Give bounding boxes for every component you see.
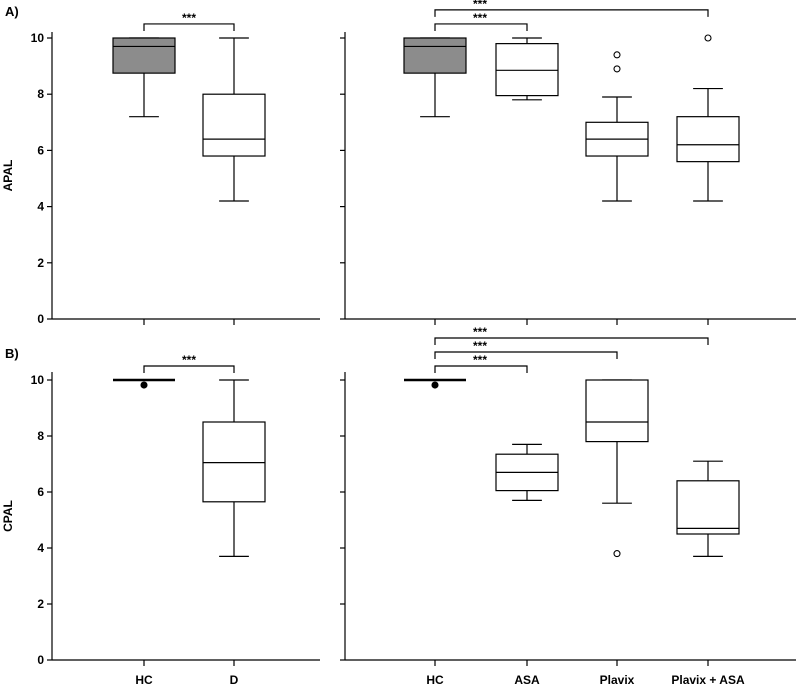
- outlier-point: [140, 381, 148, 389]
- significance-label: ***: [473, 353, 487, 367]
- box-iqr: [403, 37, 467, 74]
- box-plavix-asa: [676, 34, 740, 202]
- panel-b: B) CPAL 0 2 4 6 8 10 HC D *** HC ASA Plavix Plavix + A…: [1, 325, 796, 687]
- box-d: [202, 37, 266, 202]
- subplot-1: 0 2 4 6 8 10 HC D ***: [31, 353, 320, 687]
- y-tick-label: 10: [31, 31, 45, 45]
- box-iqr: [202, 93, 266, 157]
- box-iqr: [202, 421, 266, 503]
- y-tick-label: 4: [37, 200, 44, 214]
- y-tick-label: 4: [37, 541, 44, 555]
- y-tick-label: 2: [37, 597, 44, 611]
- significance-label: ***: [473, 325, 487, 339]
- significance-label: ***: [473, 11, 487, 25]
- significance-bracket: ***: [434, 353, 528, 373]
- significance-bracket: ***: [434, 339, 618, 359]
- box-d: [202, 379, 266, 558]
- subplot-2: ******: [340, 0, 796, 325]
- box-iqr: [112, 37, 176, 74]
- bracket-line: [143, 23, 235, 31]
- box-asa: [495, 37, 559, 101]
- box-hc: [404, 378, 466, 389]
- y-tick-label: 6: [37, 485, 44, 499]
- bracket-line: [434, 351, 618, 359]
- y-axis-title: APAL: [1, 160, 15, 192]
- bracket-line: [434, 9, 709, 17]
- bracket-line: [434, 337, 709, 345]
- bracket-line: [434, 23, 528, 31]
- bracket-line: [434, 365, 528, 373]
- outlier-point: [704, 34, 712, 42]
- outlier-point: [613, 51, 621, 59]
- y-tick-label: 6: [37, 143, 44, 157]
- significance-label: ***: [473, 339, 487, 353]
- y-tick-label: 8: [37, 87, 44, 101]
- box-hc: [113, 378, 175, 389]
- subplot-1: 0 2 4 6 8 10 ***: [31, 11, 320, 326]
- box-plavix-asa: [676, 460, 740, 558]
- y-tick-label: 8: [37, 429, 44, 443]
- box-asa: [495, 443, 559, 501]
- panel-label: A): [5, 4, 19, 19]
- significance-bracket: ***: [434, 11, 528, 31]
- outlier-point: [431, 381, 439, 389]
- box-hc: [403, 37, 467, 118]
- significance-bracket: ***: [143, 353, 235, 373]
- significance-label: ***: [182, 353, 196, 367]
- box-iqr: [676, 116, 740, 163]
- significance-bracket: ***: [143, 11, 235, 31]
- box-iqr: [495, 43, 559, 97]
- significance-label: ***: [473, 0, 487, 11]
- y-tick-label: 10: [31, 373, 45, 387]
- y-tick-label: 0: [37, 312, 44, 326]
- box-plavix: [585, 379, 649, 558]
- y-tick-label: 2: [37, 256, 44, 270]
- x-tick-label: ASA: [514, 673, 540, 687]
- y-axis-title: CPAL: [1, 500, 15, 532]
- panel-label: B): [5, 346, 19, 361]
- x-tick-label: Plavix: [600, 673, 635, 687]
- box-hc: [112, 37, 176, 118]
- subplot-2: HC ASA Plavix Plavix + ASA*********: [340, 325, 796, 687]
- box-plavix: [585, 51, 649, 202]
- box-iqr: [676, 480, 740, 535]
- significance-label: ***: [182, 11, 196, 25]
- bracket-line: [143, 365, 235, 373]
- outlier-point: [613, 550, 621, 558]
- outlier-point: [613, 65, 621, 73]
- x-tick-label: D: [230, 673, 239, 687]
- box-iqr: [585, 379, 649, 443]
- y-tick-label: 0: [37, 653, 44, 667]
- significance-bracket: ***: [434, 0, 709, 17]
- significance-bracket: ***: [434, 325, 709, 345]
- x-tick-label: Plavix + ASA: [671, 673, 745, 687]
- x-tick-label: HC: [426, 673, 444, 687]
- x-tick-label: HC: [135, 673, 153, 687]
